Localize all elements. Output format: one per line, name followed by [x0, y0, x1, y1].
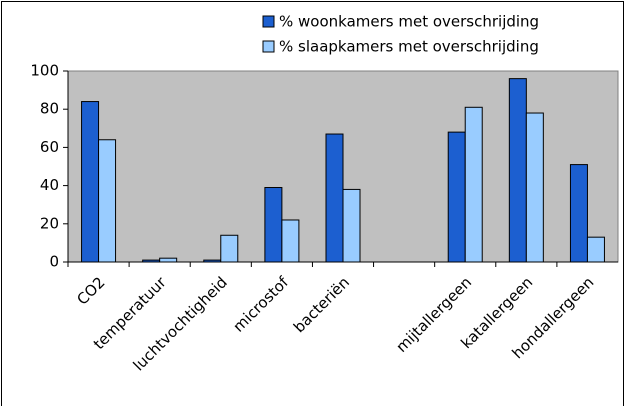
legend-label: % slaapkamers met overschrijding	[279, 38, 539, 56]
x-tick-label: CO2	[73, 273, 108, 308]
legend-label: % woonkamers met overschrijding	[279, 13, 539, 31]
y-tick-label: 40	[40, 176, 59, 194]
legend-swatch	[262, 40, 275, 53]
y-tick-label: 20	[40, 214, 59, 232]
y-tick-label: 80	[40, 100, 59, 118]
bar	[264, 187, 283, 263]
bar	[586, 236, 605, 263]
bar	[220, 234, 239, 263]
bar	[342, 188, 361, 263]
bar	[447, 131, 466, 263]
x-tick-label: microstof	[230, 273, 293, 336]
bar	[325, 133, 344, 263]
bar	[569, 164, 588, 263]
y-tick-label: 60	[40, 138, 59, 156]
x-tick-label: bacteriën	[290, 273, 353, 336]
legend-swatch	[262, 15, 275, 28]
bar	[98, 139, 117, 263]
bar	[159, 257, 178, 263]
y-tick-label: 100	[30, 62, 59, 80]
bar	[464, 106, 483, 263]
bar	[281, 219, 300, 263]
y-tick-label: 0	[49, 253, 59, 271]
bar	[525, 112, 544, 263]
bar	[508, 78, 527, 263]
bar	[81, 101, 100, 263]
